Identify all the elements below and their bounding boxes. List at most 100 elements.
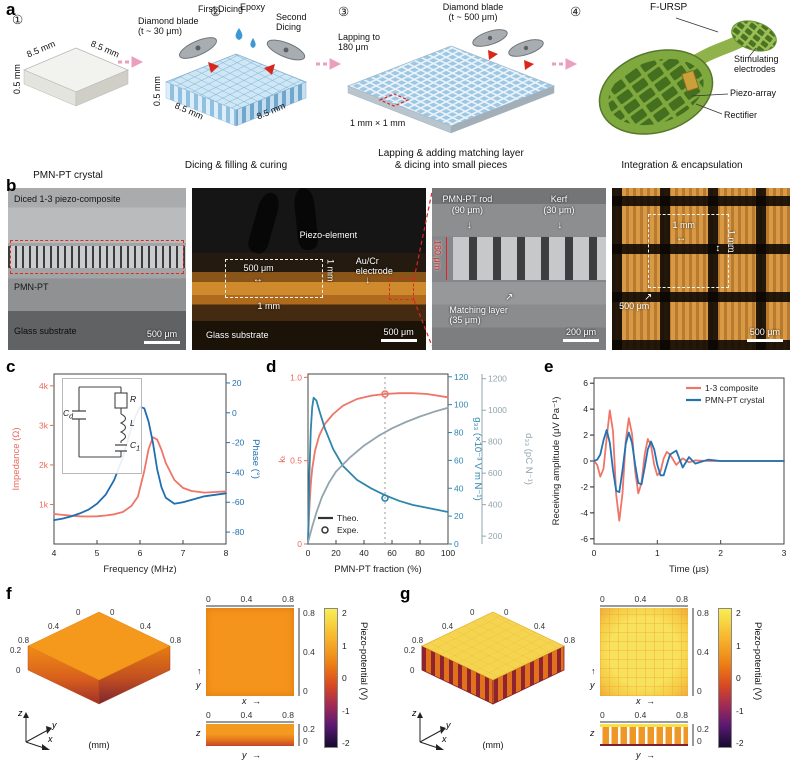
svg-text:-60: -60 (232, 497, 245, 507)
sem-image-cross-section: Piezo-element 500 μm ↔ 1 mm 1 mm Au/Cr e… (192, 188, 426, 350)
charts-row: Cd R L C1 4 5 6 7 8 Frequency (MHz) 1k 2k 3k 4k Im… (0, 356, 798, 582)
svg-text:3k: 3k (39, 420, 49, 430)
tick-label: 0.2 (10, 646, 22, 655)
topview-ruler: 0 0.4 0.8 (600, 594, 688, 607)
crystal-slab-illustration (22, 47, 130, 107)
unit-cell-box (647, 213, 730, 289)
sem-label: 1 mm (726, 230, 737, 253)
colorbar-label: Piezo-potential (V) (752, 622, 763, 701)
equivalent-circuit-inset: Cd R L C1 (62, 378, 142, 474)
sem-image-rods: 180 μm PMN-PT rod (90 μm) ↓ Kerf (30 μm)… (432, 188, 606, 350)
svg-text:1000: 1000 (488, 405, 507, 415)
unit-label: (mm) (88, 740, 110, 750)
potential-3d-plot (27, 611, 171, 705)
blade-label: Diamond blade (t ~ 500 μm) (442, 2, 504, 23)
piezo-array-label: Piezo-array (730, 88, 777, 98)
sem-label: Glass substrate (14, 326, 77, 336)
sem-label: Au/Cr electrode (355, 256, 393, 277)
strip-ruler: 0 0.4 0.8 (600, 710, 688, 723)
svg-text:x: x (47, 734, 53, 744)
svg-text:g₃₃ (×10⁻³ V m N⁻¹): g₃₃ (×10⁻³ V m N⁻¹) (472, 417, 483, 501)
circuit-label-l: L (130, 418, 135, 428)
svg-text:120: 120 (454, 372, 468, 382)
axis-label-y: y (242, 750, 247, 760)
axis-label-y: y (590, 680, 595, 690)
svg-text:0: 0 (592, 548, 597, 558)
scale-bar: 200 μm (563, 327, 600, 342)
svg-text:0: 0 (583, 456, 588, 466)
sem-label: 1 mm (672, 220, 696, 231)
topview-right-ticks: 0.8 0.4 0 (692, 608, 709, 696)
scale-bar: 500 μm (144, 329, 180, 344)
epoxy-label: Epoxy (240, 2, 266, 12)
double-arrow-icon: ↔ (676, 233, 687, 245)
svg-text:0.5: 0.5 (290, 456, 302, 466)
svg-text:d₃₃ (pC N⁻¹): d₃₃ (pC N⁻¹) (523, 433, 534, 485)
sem-image-composite: Diced 1-3 piezo-composite PMN-PT Glass s… (8, 188, 186, 350)
device-illustration (598, 17, 777, 135)
circuit-label-r: R (130, 394, 137, 404)
axis-label-z: z (590, 728, 595, 738)
tick-label: 0 (470, 608, 475, 617)
material-properties-chart: 0 20 40 60 80 100 PMN-PT fraction (%) 0 0.5 1.0 kₜ… (274, 364, 540, 576)
tick-label: 0.4 (140, 622, 152, 631)
svg-text:0: 0 (454, 539, 459, 549)
svg-text:1k: 1k (39, 499, 49, 509)
svg-text:6: 6 (138, 548, 143, 558)
strip-right-ticks: 0.2 0 (692, 724, 709, 746)
strip-right-ticks: 0.2 0 (298, 724, 315, 746)
axis-triad: z y x (411, 708, 451, 750)
right-arrow-icon: → (252, 696, 261, 706)
scale-bar: 500 μm (746, 327, 783, 342)
svg-text:2: 2 (718, 548, 723, 558)
up-arrow-icon: ↑ (197, 666, 202, 676)
sem-label: 1 mm (325, 259, 336, 282)
lapping-label: Lapping to 180 μm (338, 32, 381, 53)
svg-text:PMN-PT fraction (%): PMN-PT fraction (%) (334, 564, 421, 575)
svg-text:400: 400 (488, 500, 502, 510)
svg-text:Expe.: Expe. (337, 525, 359, 535)
unit-size-label: 1 mm × 1 mm (350, 118, 406, 128)
svg-text:80: 80 (415, 548, 425, 558)
svg-text:z: z (411, 708, 417, 718)
step-number: ① (12, 13, 24, 27)
sem-label: Glass substrate (206, 329, 269, 340)
colorbar-ticks: 2 1 0 -1 -2 (342, 608, 350, 748)
step-caption: Dicing & filling & curing (184, 160, 288, 171)
sem-label: 500 μm (619, 301, 650, 312)
vertical-arrow-icon: ↕ (715, 243, 721, 255)
measure-box (224, 259, 324, 299)
sem-label: 500 μm (243, 262, 274, 273)
tick-label: 0.8 (170, 636, 182, 645)
sem-label: Kerf (30 μm) (543, 194, 575, 215)
panel-label-f: f (6, 584, 12, 603)
svg-text:Receiving amplitude (μV Pa⁻¹): Receiving amplitude (μV Pa⁻¹) (551, 397, 562, 526)
strip-ruler: 0 0.4 0.8 (206, 710, 294, 723)
svg-text:Phase (°): Phase (°) (250, 439, 261, 479)
step-caption: PMN-PT crystal (33, 170, 103, 181)
svg-text:z: z (17, 708, 23, 718)
impedance-phase-chart: Cd R L C1 4 5 6 7 8 Frequency (MHz) 1k 2k 3k 4k Im… (8, 364, 266, 576)
svg-text:2k: 2k (39, 460, 49, 470)
ne-arrow-icon: ↗ (644, 291, 653, 303)
potential-topview (206, 608, 294, 696)
svg-text:3: 3 (782, 548, 787, 558)
svg-text:20: 20 (454, 511, 464, 521)
svg-text:60: 60 (387, 548, 397, 558)
sem-label: PMN-PT (14, 282, 49, 292)
tick-label: 0.4 (48, 622, 60, 631)
svg-text:4k: 4k (39, 381, 49, 391)
axis-label-x: x (242, 696, 247, 706)
tick-label: 0.4 (534, 622, 546, 631)
topview-right-ticks: 0.8 0.4 0 (298, 608, 315, 696)
svg-text:kₜ: kₜ (277, 455, 288, 463)
panel-label-c: c (6, 357, 16, 376)
circuit-label-c1: C1 (130, 440, 141, 453)
svg-text:x: x (441, 734, 447, 744)
svg-text:4: 4 (583, 404, 588, 414)
rod-texture (452, 236, 606, 281)
scale-bar: 500 μm (380, 327, 417, 342)
step-caption: Lapping & adding matching layer & dicing… (378, 148, 524, 171)
svg-text:8: 8 (224, 548, 229, 558)
